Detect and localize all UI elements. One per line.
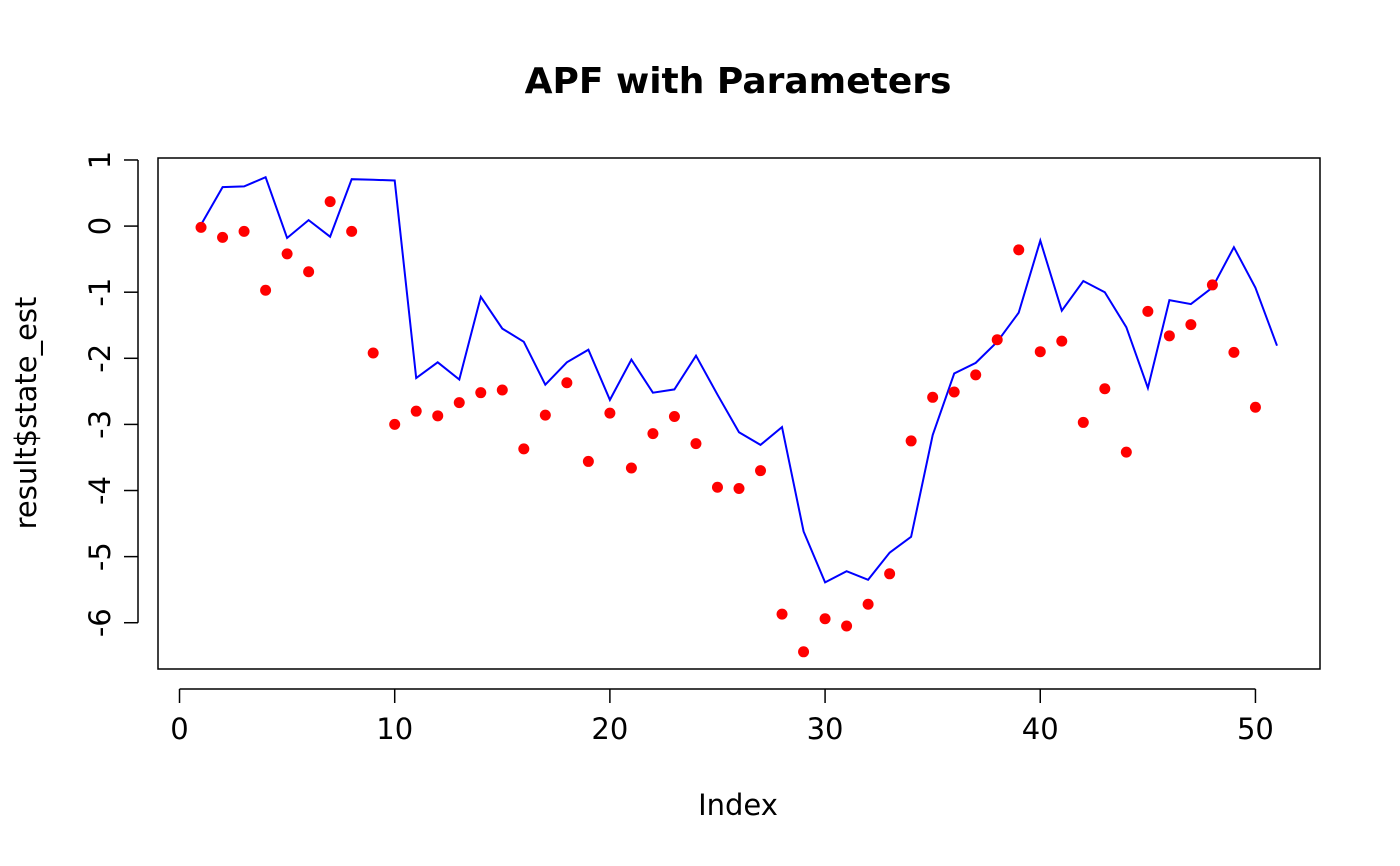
x-tick-label: 0 xyxy=(170,712,188,746)
y-axis: 1 0 -1 -2 -3 -4 -5 -6 xyxy=(83,151,139,637)
series-layer xyxy=(195,175,1278,658)
data-point xyxy=(496,384,508,396)
data-point xyxy=(841,620,853,632)
x-tick-label: 30 xyxy=(807,712,844,746)
data-point xyxy=(948,386,960,398)
data-point xyxy=(432,410,444,422)
y-axis-label: result$state_est xyxy=(9,297,43,530)
data-point xyxy=(905,435,917,447)
data-point xyxy=(991,334,1003,346)
x-axis-label: Index xyxy=(698,788,778,822)
data-point xyxy=(733,483,745,495)
data-point xyxy=(1142,305,1154,317)
data-point xyxy=(1206,279,1218,291)
data-point xyxy=(389,418,401,430)
data-point xyxy=(625,462,637,474)
data-point xyxy=(647,428,659,440)
y-tick-label: 1 xyxy=(83,151,117,169)
chart-title: APF with Parameters xyxy=(525,61,952,102)
data-point xyxy=(1120,446,1132,458)
x-axis: 0 10 20 30 40 50 xyxy=(170,688,1274,746)
data-point xyxy=(582,455,594,467)
series-line xyxy=(200,175,1278,584)
data-point xyxy=(776,608,788,620)
x-tick-label: 10 xyxy=(376,712,413,746)
data-point xyxy=(690,438,702,450)
data-point xyxy=(281,248,293,260)
data-point xyxy=(453,397,465,409)
data-point xyxy=(755,465,767,477)
x-tick-label: 20 xyxy=(591,712,628,746)
data-point xyxy=(1034,346,1046,358)
x-tick-label: 40 xyxy=(1022,712,1059,746)
y-tick-label: -5 xyxy=(83,542,117,571)
data-point xyxy=(711,481,723,493)
y-tick-label: -1 xyxy=(83,278,117,307)
data-point xyxy=(238,225,250,237)
data-point xyxy=(668,410,680,422)
y-tick-label: -3 xyxy=(83,410,117,439)
data-point xyxy=(518,443,530,455)
data-point xyxy=(604,407,616,419)
data-point xyxy=(798,646,810,658)
plot-box xyxy=(157,157,1321,670)
data-point xyxy=(561,377,573,389)
data-point xyxy=(303,266,315,278)
y-tick-label: -4 xyxy=(83,476,117,505)
data-point xyxy=(1056,335,1068,347)
data-point xyxy=(346,225,358,237)
data-point xyxy=(539,409,551,421)
data-point xyxy=(862,598,874,610)
data-point xyxy=(884,568,896,580)
data-point xyxy=(1099,383,1111,395)
data-point xyxy=(970,369,982,381)
data-point xyxy=(1249,401,1261,413)
data-point xyxy=(1163,330,1175,342)
data-point xyxy=(1013,244,1025,256)
data-point xyxy=(1228,346,1240,358)
data-point xyxy=(260,284,272,296)
y-tick-label: -6 xyxy=(83,608,117,637)
data-point xyxy=(195,221,207,233)
data-point xyxy=(927,391,939,403)
data-point xyxy=(1185,319,1197,331)
y-tick-label: -2 xyxy=(83,344,117,373)
data-point xyxy=(217,231,229,243)
data-point xyxy=(367,347,379,359)
x-tick-label: 50 xyxy=(1237,712,1274,746)
y-tick-label: 0 xyxy=(83,217,117,235)
data-point xyxy=(475,387,487,399)
data-point xyxy=(410,405,422,417)
data-point xyxy=(324,196,336,208)
data-point xyxy=(1077,416,1089,428)
data-point xyxy=(819,613,831,625)
